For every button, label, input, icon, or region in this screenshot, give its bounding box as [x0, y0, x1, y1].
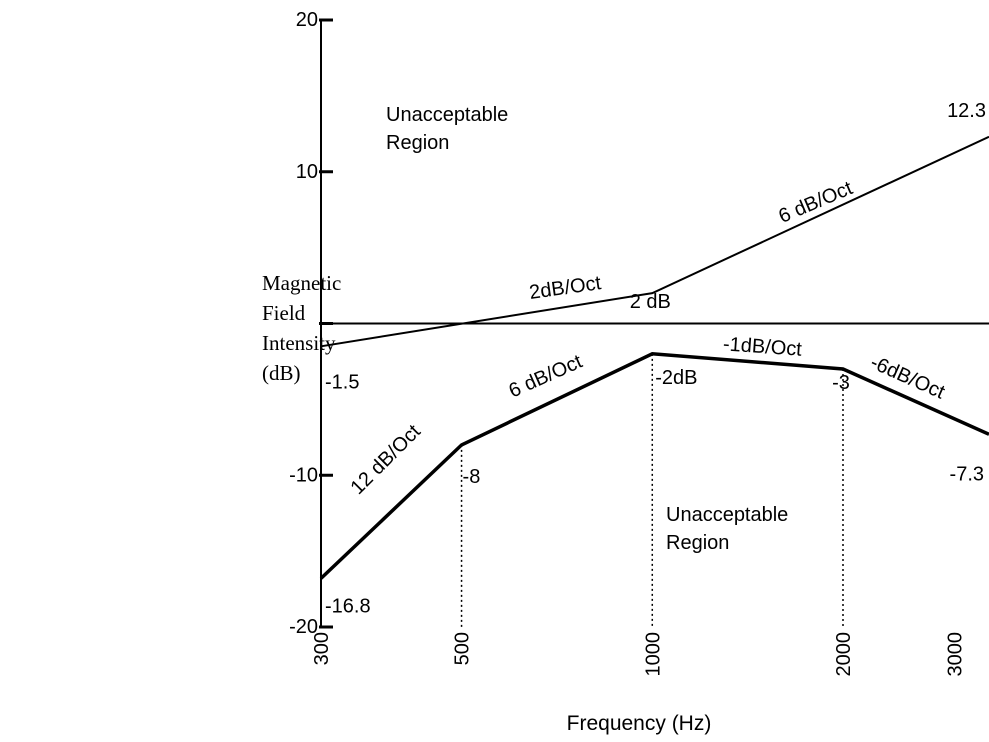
y-axis-label-line: Field — [262, 301, 306, 325]
y-tick-label: -20 — [289, 616, 318, 638]
x-tick-label: 500 — [452, 632, 474, 665]
slope-label: -6dB/Oct — [867, 351, 948, 403]
region-label: Region — [386, 132, 449, 154]
x-tick-label: 300 — [311, 632, 333, 665]
point-label: -8 — [463, 466, 481, 488]
y-axis-label-line: Magnetic — [262, 271, 342, 295]
y-axis-label-line: Intensity — [262, 331, 336, 355]
point-label: -3 — [832, 372, 850, 394]
x-tick-label: 3000 — [945, 632, 967, 677]
slope-label: 2dB/Oct — [528, 272, 603, 304]
point-label: -7.3 — [950, 463, 984, 485]
slope-label: 12 dB/Oct — [347, 420, 426, 499]
point-label: -1.5 — [325, 371, 359, 393]
x-axis-label: Frequency (Hz) — [567, 712, 712, 735]
slope-label: 6 dB/Oct — [506, 350, 586, 402]
region-label: Unacceptable — [386, 104, 508, 126]
y-tick-label: 20 — [296, 9, 318, 31]
region-label: Unacceptable — [666, 504, 788, 526]
x-tick-label: 2000 — [833, 632, 855, 677]
y-tick-label: -10 — [289, 464, 318, 486]
x-tick-label: 1000 — [642, 632, 664, 677]
point-label: 12.3 — [947, 100, 986, 122]
slope-label: -1dB/Oct — [722, 333, 803, 360]
point-label: -2dB — [655, 367, 697, 389]
slope-label: 6 dB/Oct — [776, 177, 857, 228]
point-label: -16.8 — [325, 595, 371, 617]
series-line — [319, 352, 989, 580]
series-line — [320, 135, 989, 348]
y-axis-label-line: (dB) — [262, 361, 301, 385]
region-label: Region — [666, 532, 729, 554]
y-axis-label: Magnetic Field Intensity (dB) — [262, 268, 341, 388]
point-label: 2 dB — [630, 291, 671, 313]
y-tick-label: 10 — [296, 161, 318, 183]
